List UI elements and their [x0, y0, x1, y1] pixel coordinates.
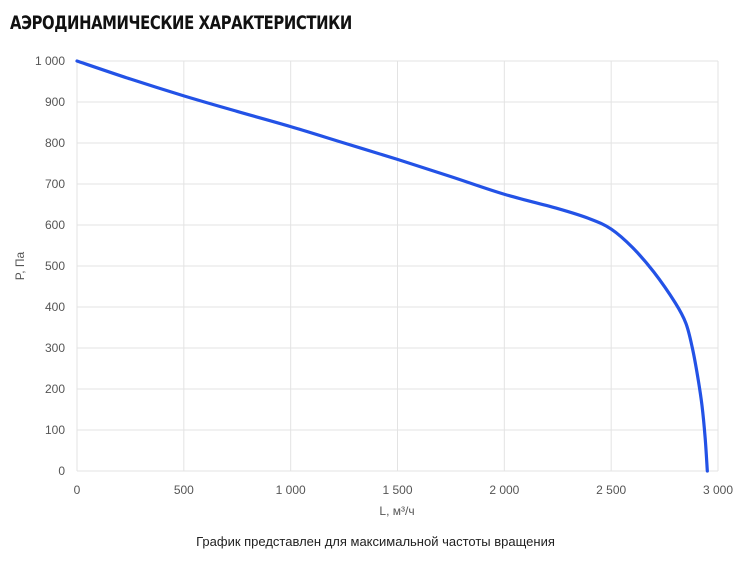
x-tick-label: 2 500 [596, 483, 626, 497]
y-tick-label: 800 [45, 136, 65, 150]
y-tick-label: 500 [45, 259, 65, 273]
x-tick-label: 3 000 [703, 483, 733, 497]
y-tick-label: 700 [45, 177, 65, 191]
series-group [75, 59, 709, 473]
y-tick-label: 300 [45, 341, 65, 355]
y-tick-label: 1 000 [35, 54, 65, 68]
x-tick-label: 1 500 [382, 483, 412, 497]
y-tick-label: 100 [45, 423, 65, 437]
y-tick-label: 0 [58, 464, 65, 478]
y-tick-label: 200 [45, 382, 65, 396]
grid-lines [76, 60, 719, 472]
x-tick-label: 0 [74, 483, 81, 497]
x-tick-label: 1 000 [276, 483, 306, 497]
chart-footnote: График представлен для максимальной част… [196, 534, 555, 549]
y-tick-label: 900 [45, 95, 65, 109]
x-axis-ticks: 0 500 1 000 1 500 2 000 2 500 3 000 [74, 483, 734, 497]
chart-title: АЭРОДИНАМИЧЕСКИЕ ХАРАКТЕРИСТИКИ [10, 12, 352, 34]
series-line [75, 59, 709, 473]
y-axis-label: P, Па [13, 251, 27, 280]
x-axis-label: L, м³/ч [379, 504, 414, 518]
y-tick-label: 600 [45, 218, 65, 232]
x-tick-label: 500 [174, 483, 194, 497]
x-tick-label: 2 000 [489, 483, 519, 497]
y-axis-ticks: 0 100 200 300 400 500 600 700 800 900 1 000 [35, 54, 65, 478]
y-tick-label: 400 [45, 300, 65, 314]
